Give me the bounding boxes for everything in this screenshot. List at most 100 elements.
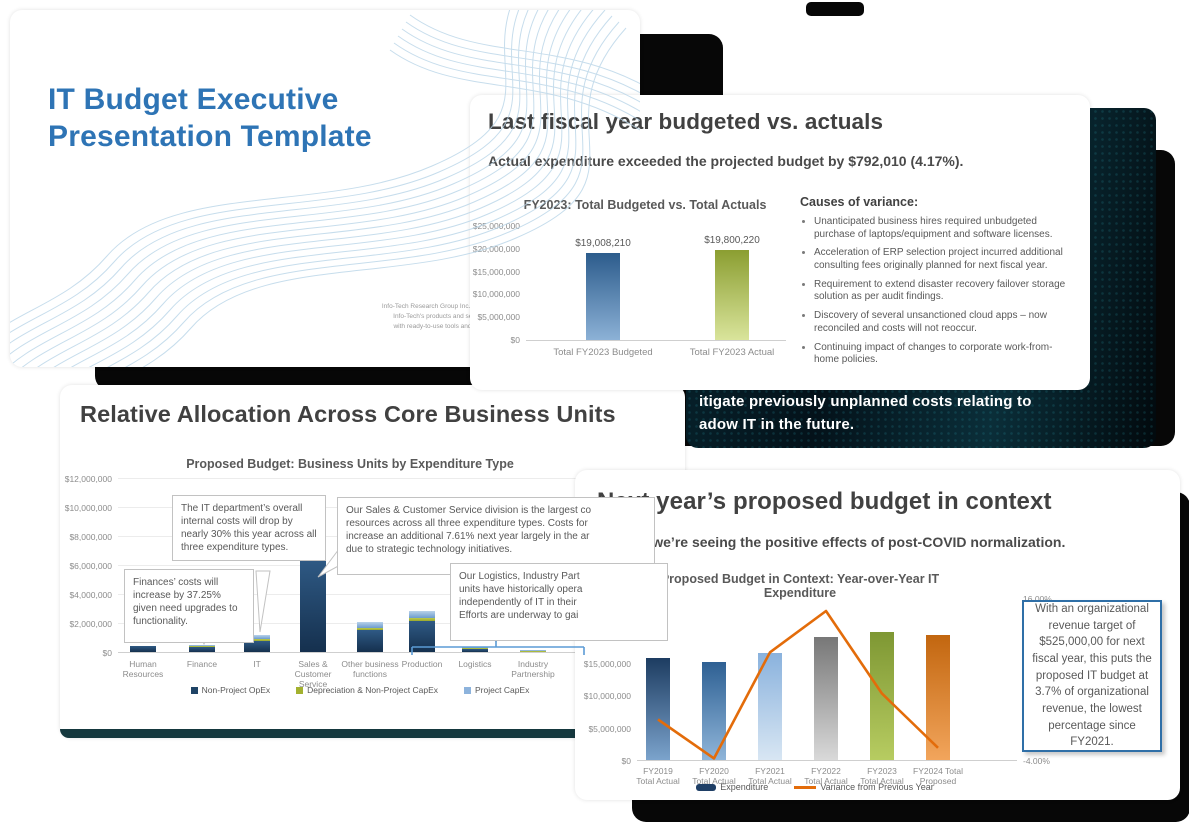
stack-segment-0 (409, 620, 435, 652)
x-category-label: Other business functions (341, 659, 399, 679)
callout-sales: Our Sales & Customer Service division is… (337, 497, 655, 575)
fy2023-bar (586, 253, 620, 340)
year-over-year-plot (637, 598, 1017, 761)
slide-budget-vs-actuals[interactable]: Last fiscal year budgeted vs. actuals Ac… (470, 95, 1090, 390)
chart-legend: Expenditure Variance from Previous Year (655, 782, 975, 792)
causes-bullet: Unanticipated business hires required un… (814, 216, 1076, 241)
slide-footer-bar (60, 729, 685, 738)
y-axis-label: $20,000,000 (472, 243, 520, 254)
fy2023-plot: $19,008,210 $19,800,220 (526, 226, 786, 341)
callout-finance: Finances’ costs will increase by 37.25% … (124, 569, 254, 643)
callout-logistics: Our Logistics, Industry Part units have … (450, 563, 668, 641)
expenditure-bar (646, 658, 670, 760)
y-axis-label: $8,000,000 (69, 532, 112, 542)
x-category-label: IT (253, 659, 261, 669)
x-category-label: FY2022 Total Actual (804, 766, 848, 786)
x-category-label: Sales & Customer Service (294, 659, 332, 689)
y-axis-label: $12,000,000 (64, 474, 112, 484)
deck-title-line2: Presentation Template (48, 119, 372, 153)
y-axis-label: $15,000,000 (472, 266, 520, 277)
x-category-label: Logistics (458, 659, 492, 669)
stack-segment-0 (300, 558, 326, 652)
y-axis-label: $0 (621, 756, 631, 766)
legend-swatch (296, 686, 304, 694)
banner-line-1: itigate previously unplanned costs relat… (699, 393, 1032, 410)
y-axis-label: $10,000,000 (583, 691, 631, 702)
stack-segment-0 (130, 645, 156, 652)
expenditure-bar (814, 636, 838, 760)
callout-it: The IT department’s overall internal cos… (172, 495, 326, 561)
legend-item-variance: Variance from Previous Year (794, 782, 934, 792)
x-category-label: Production (401, 659, 443, 669)
x-category-label: FY2020 Total Actual (692, 766, 736, 786)
legend-label: Expenditure (720, 782, 769, 792)
causes-bullet: Discovery of several unsanctioned cloud … (814, 310, 1076, 335)
y2-axis-label: 16.00% (1023, 594, 1052, 604)
allocation-chart-title: Proposed Budget: Business Units by Expen… (186, 457, 514, 471)
expenditure-bar (870, 631, 894, 760)
x-category-label: Total FY2023 Budgeted (553, 347, 653, 358)
fy2023-bar (715, 249, 749, 340)
stack-segment-0 (462, 648, 488, 652)
context-subtitle: Overall, we’re seeing the positive effec… (597, 534, 1066, 550)
stack-segment-0 (189, 646, 215, 652)
y-axis-label: $10,000,000 (64, 503, 112, 513)
legend-label: Project CapEx (475, 685, 530, 695)
y-axis-label: $6,000,000 (69, 561, 112, 571)
x-category-label: FY2023 Total Actual (860, 766, 904, 786)
legend-item: Non-Project OpEx (190, 685, 271, 695)
x-category-label: FY2019 Total Actual (636, 766, 680, 786)
banner-text: itigate previously unplanned costs relat… (699, 391, 1032, 436)
causes-of-variance: Causes of variance: Unanticipated busine… (800, 195, 1076, 373)
x-category-label: FY2021 Total Actual (748, 766, 792, 786)
causes-bullet: Requirement to extend disaster recovery … (814, 279, 1076, 304)
legend-swatch (190, 686, 198, 694)
banner-line-2: adow IT in the future. (699, 415, 855, 433)
y-axis-label: $2,000,000 (69, 619, 112, 629)
stack-segment-2 (409, 611, 435, 619)
x-category-label: Industry Partnership (511, 659, 555, 679)
y-axis-label: $4,000,000 (69, 590, 112, 600)
stack-segment-1 (244, 639, 270, 641)
x-category-label: FY2024 Total Proposed (913, 766, 963, 786)
bar-value-label: $19,008,210 (575, 238, 631, 250)
stack-segment-2 (244, 634, 270, 640)
legend-label: Depreciation & Non-Project CapEx (307, 685, 439, 695)
y-axis-label: $5,000,000 (588, 723, 631, 734)
y-axis-label: $10,000,000 (472, 289, 520, 300)
expenditure-bar (702, 662, 726, 760)
legend-item: Depreciation & Non-Project CapEx (296, 685, 438, 695)
stack-segment-2 (357, 621, 383, 628)
y-axis-label: $15,000,000 (583, 658, 631, 669)
x-category-label: Finance (186, 659, 218, 669)
allocation-title: Relative Allocation Across Core Business… (80, 401, 616, 427)
stack-segment-0 (357, 629, 383, 652)
causes-bullet: Acceleration of ERP selection project in… (814, 247, 1076, 272)
legend-item-expenditure: Expenditure (696, 782, 768, 792)
y-axis-label: $25,000,000 (472, 221, 520, 231)
causes-heading: Causes of variance: (800, 195, 919, 209)
expenditure-bar (758, 653, 782, 760)
y-axis-label: $5,000,000 (477, 312, 520, 323)
chart-year-over-year: $25,000,000$20,000,000$15,000,000$10,000… (575, 470, 1180, 800)
stack-segment-2 (189, 644, 215, 647)
slide-budget-context[interactable]: Next year’s proposed budget in context O… (575, 470, 1180, 800)
deck-title-line1: IT Budget Executive (48, 83, 339, 116)
stack-segment-1 (409, 618, 435, 621)
revenue-note-box: With an organizational revenue target of… (1022, 600, 1162, 752)
stack-segment-2 (130, 644, 156, 646)
x-category-label: Human Resources (122, 659, 164, 679)
context-chart-title: Proposed Budget in Context: Year-over-Ye… (660, 572, 940, 600)
bar-value-label: $19,800,220 (704, 234, 760, 246)
legend-label: Non-Project OpEx (201, 685, 271, 695)
y-axis-label: $0 (102, 648, 112, 658)
stack-segment-2 (520, 649, 546, 652)
chart-legend: Non-Project OpEx Depreciation & Non-Proje… (180, 685, 540, 695)
causes-list: Unanticipated business hires required un… (800, 216, 1076, 367)
y2-axis-label: -4.00% (1023, 756, 1050, 766)
causes-bullet: Continuing impact of changes to corporat… (814, 342, 1076, 367)
legend-swatch (794, 785, 817, 789)
deck-title: IT Budget Executive Presentation Templat… (48, 82, 372, 155)
x-category-label: Total FY2023 Actual (689, 347, 775, 358)
